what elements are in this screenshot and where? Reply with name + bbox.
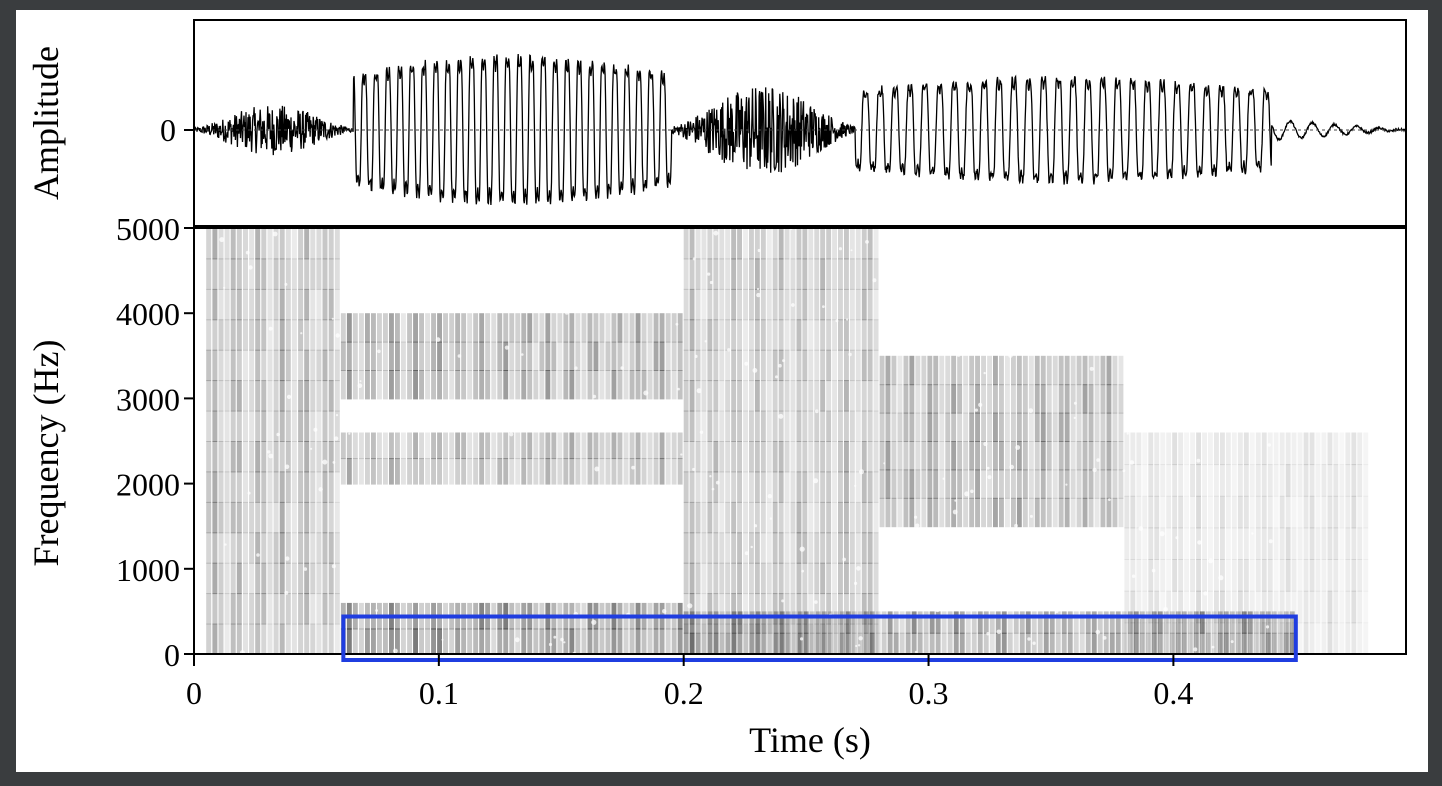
time-axis-ticks: 0 0.1 0.2 0.3 0.4 <box>186 654 1193 711</box>
amplitude-axis-title: Amplitude <box>26 46 66 200</box>
waveform-frame <box>193 19 1407 227</box>
x-tick-label-2: 0.2 <box>664 675 704 711</box>
energy-region-2 <box>340 432 683 485</box>
energy-region-1 <box>340 602 683 654</box>
waveform-trace <box>194 53 1406 206</box>
spectrogram-image <box>194 228 1406 654</box>
y-tick-label-2: 2000 <box>116 467 180 503</box>
waveform-panel: 0 Amplitude <box>26 19 1407 227</box>
y-tick-label-1: 1000 <box>116 552 180 588</box>
highlight-box <box>341 614 1298 663</box>
y-tick-label-5: 5000 <box>116 211 180 247</box>
y-tick-label-4: 4000 <box>116 296 180 332</box>
figure-card: 0 Amplitude 0 0.1 0.2 0.3 0.4 0 1000 2000 3000 4… <box>16 10 1428 772</box>
frequency-axis-ticks: 0 1000 2000 3000 4000 5000 <box>116 211 194 673</box>
spectrogram-panel: 0 0.1 0.2 0.3 0.4 0 1000 2000 3000 4000 5000 Time… <box>26 211 1407 760</box>
x-tick-label-1: 0.1 <box>419 675 459 711</box>
waveform-y-ticks: 0 <box>160 112 194 148</box>
energy-region-4 <box>683 228 879 654</box>
energy-region-5 <box>879 355 1124 528</box>
waveform-tick-label-0: 0 <box>160 112 176 148</box>
spectrogram-figure: 0 Amplitude 0 0.1 0.2 0.3 0.4 0 1000 2000 3000 4… <box>26 19 1407 760</box>
energy-region-3 <box>340 313 683 400</box>
time-axis-title: Time (s) <box>749 720 871 760</box>
y-tick-label-0: 0 <box>164 637 180 673</box>
energy-region-6 <box>683 611 1295 654</box>
x-tick-label-4: 0.4 <box>1153 675 1193 711</box>
y-tick-label-3: 3000 <box>116 381 180 417</box>
energy-region-0 <box>206 228 340 654</box>
spectrogram-background <box>194 228 1406 654</box>
energy-region-7 <box>1124 432 1369 654</box>
x-tick-label-0: 0 <box>186 675 202 711</box>
frequency-axis-title: Frequency (Hz) <box>26 340 66 567</box>
x-tick-label-3: 0.3 <box>909 675 949 711</box>
spectrogram-frame <box>193 227 1407 655</box>
